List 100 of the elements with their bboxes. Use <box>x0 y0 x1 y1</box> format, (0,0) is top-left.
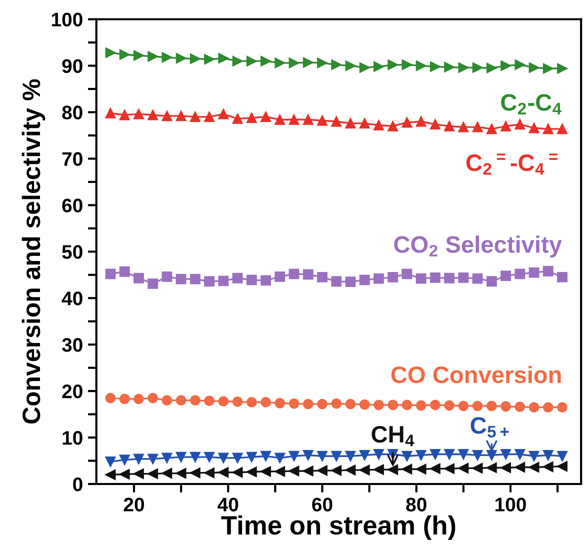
point <box>472 462 483 474</box>
point <box>514 462 526 472</box>
point <box>388 464 398 475</box>
point <box>190 395 200 406</box>
point <box>542 63 554 74</box>
point <box>557 63 568 74</box>
point <box>374 61 384 72</box>
point <box>317 115 328 126</box>
point <box>134 50 144 61</box>
point <box>331 276 342 287</box>
point <box>176 274 186 284</box>
point <box>134 394 144 404</box>
point <box>105 456 116 467</box>
point <box>274 452 286 464</box>
point <box>472 450 483 460</box>
point <box>274 398 286 408</box>
point <box>388 400 398 410</box>
point <box>105 469 116 480</box>
x-tick-label: 60 <box>312 498 332 512</box>
point <box>374 464 384 475</box>
point <box>514 449 526 460</box>
point <box>331 398 342 409</box>
point <box>331 60 342 70</box>
point <box>260 466 271 477</box>
annotation: CO$_{2}$ Selectivity <box>394 236 562 258</box>
point <box>557 402 568 413</box>
point <box>514 60 526 70</box>
point <box>302 466 314 476</box>
point <box>119 49 130 60</box>
point <box>317 58 328 68</box>
point <box>557 124 568 134</box>
point <box>402 60 412 70</box>
point <box>288 466 300 476</box>
point <box>190 468 200 478</box>
point <box>430 61 440 72</box>
point <box>162 272 172 282</box>
point <box>528 462 540 472</box>
point <box>486 276 497 287</box>
point <box>486 450 497 460</box>
point <box>218 108 229 120</box>
point <box>374 273 384 284</box>
point <box>260 275 271 286</box>
point <box>176 395 186 406</box>
point <box>359 399 370 410</box>
y-tick-label: 70 <box>62 152 82 166</box>
annotation: CO Conversion <box>391 366 561 384</box>
point <box>162 52 172 63</box>
point <box>514 402 526 412</box>
point <box>302 450 314 460</box>
point <box>288 398 300 409</box>
point <box>162 452 172 464</box>
point <box>402 400 412 410</box>
y-tick-label: 60 <box>62 198 82 212</box>
point <box>444 449 455 460</box>
point <box>218 452 229 464</box>
point <box>105 48 116 58</box>
point <box>430 463 440 474</box>
point <box>472 62 483 73</box>
point <box>528 62 540 73</box>
point <box>500 449 511 460</box>
point <box>557 450 568 462</box>
point <box>176 468 186 479</box>
point <box>302 114 314 125</box>
point <box>542 266 554 276</box>
point <box>162 110 172 122</box>
point <box>317 450 328 462</box>
point <box>542 462 554 472</box>
point <box>402 117 412 128</box>
point <box>500 60 511 71</box>
point <box>486 400 497 412</box>
point <box>162 468 172 479</box>
point <box>416 400 426 411</box>
point <box>402 450 412 462</box>
point <box>317 272 328 282</box>
point <box>416 60 426 71</box>
point <box>148 278 158 289</box>
point <box>458 449 469 460</box>
point <box>119 394 130 404</box>
point <box>148 468 158 479</box>
point <box>246 466 257 478</box>
point <box>500 120 511 132</box>
point <box>232 452 243 464</box>
point <box>204 468 215 478</box>
point <box>232 56 243 66</box>
point <box>190 112 200 122</box>
point <box>218 276 229 286</box>
point <box>500 270 511 281</box>
point <box>204 112 215 122</box>
point <box>274 114 286 125</box>
point <box>374 120 384 130</box>
point <box>302 398 314 410</box>
point <box>542 124 554 134</box>
point <box>416 464 426 474</box>
point <box>514 268 526 280</box>
point <box>331 116 342 127</box>
point <box>260 396 271 408</box>
point <box>317 398 328 410</box>
point <box>458 462 469 474</box>
point <box>430 400 440 410</box>
point <box>416 273 426 284</box>
